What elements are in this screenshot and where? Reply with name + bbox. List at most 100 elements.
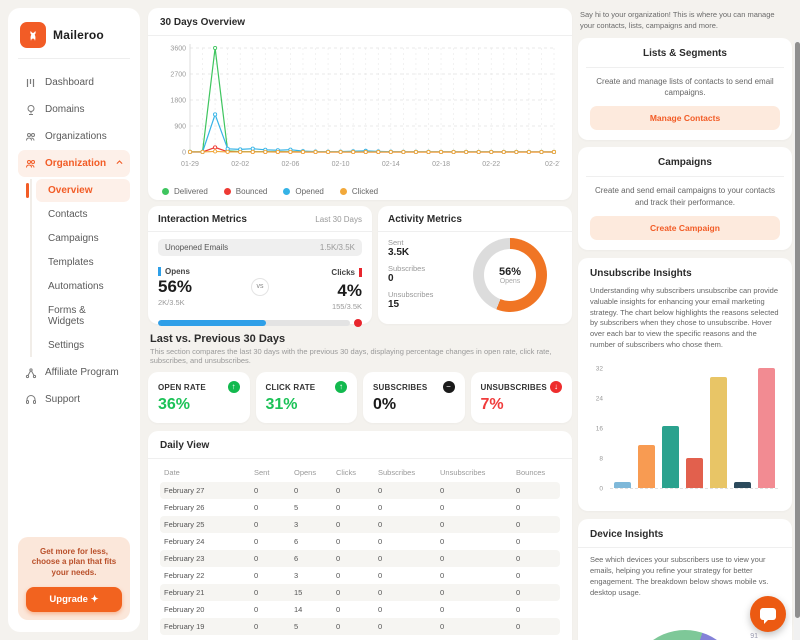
- device-insights-text: See which devices your subscribers use t…: [590, 555, 769, 597]
- table-cell: 0: [440, 486, 445, 495]
- y-tick-label: 32: [595, 365, 603, 373]
- create-campaign-button[interactable]: Create Campaign: [590, 215, 780, 240]
- svg-text:02-18: 02-18: [432, 161, 450, 168]
- opens-fraction: 2K/3.5K: [158, 297, 185, 307]
- lists-segments-card: Lists & Segments Create and manage lists…: [578, 38, 792, 141]
- table-cell: February 25: [164, 520, 205, 529]
- unsubscribe-bar[interactable]: [637, 444, 655, 488]
- opens-clicks-progress: [158, 319, 362, 327]
- unsubscribe-bar[interactable]: [733, 482, 751, 488]
- sidebar-item-contacts[interactable]: Contacts: [48, 209, 88, 220]
- svg-text:1800: 1800: [170, 98, 186, 105]
- divider: [378, 231, 572, 232]
- scrollbar-thumb[interactable]: [794, 42, 800, 618]
- comparison-stat-row: OPEN RATE ↑ 36% CLICK RATE ↑ 31% SUBSCRIBE…: [148, 372, 572, 423]
- table-row: February 22 0 3 0 0 0 0: [160, 567, 560, 584]
- table-cell: 0: [378, 588, 383, 597]
- pie: [629, 629, 741, 640]
- sent-stat: Sent 3.5K: [388, 238, 410, 258]
- unsubscribe-bar-chart: 0 8 16 24 32: [590, 361, 780, 501]
- table-cell: 0: [440, 554, 445, 563]
- activity-title: Activity Metrics: [388, 214, 462, 225]
- donut-label: Opens: [499, 277, 521, 285]
- table-cell: 5: [294, 503, 299, 512]
- sidebar-item-forms-widgets[interactable]: Forms & Widgets: [48, 305, 86, 327]
- table-cell: 0: [378, 486, 383, 495]
- table-cell: 15: [294, 588, 303, 597]
- legend-delivered[interactable]: Delivered: [162, 187, 208, 196]
- legend-clicked[interactable]: Clicked: [339, 187, 378, 196]
- table-cell: 0: [440, 622, 445, 631]
- sidebar-item-support[interactable]: Support: [18, 386, 130, 413]
- organization-intro-text: Say hi to your organization! This is whe…: [580, 10, 775, 30]
- table-cell: 0: [378, 503, 383, 512]
- y-tick-label: 16: [595, 425, 603, 433]
- manage-contacts-button[interactable]: Manage Contacts: [590, 106, 780, 131]
- divider: [148, 35, 572, 36]
- svg-text:2700: 2700: [170, 72, 186, 79]
- table-cell: February 26: [164, 503, 205, 512]
- delivered-dot-icon: [162, 188, 169, 195]
- y-tick-label: 8: [599, 455, 603, 463]
- svg-text:3600: 3600: [170, 46, 186, 53]
- sidebar-item-settings[interactable]: Settings: [48, 340, 85, 351]
- sidebar-item-overview[interactable]: Overview: [26, 179, 130, 202]
- table-row: February 19 0 5 0 0 0 0: [160, 618, 560, 635]
- table-cell: 0: [516, 503, 521, 512]
- sidebar-item-templates[interactable]: Templates: [48, 257, 94, 268]
- table-cell: February 19: [164, 622, 205, 631]
- upgrade-button[interactable]: Upgrade ✦: [26, 587, 122, 612]
- table-cell: 0: [440, 537, 445, 546]
- sidebar-item-domains[interactable]: Domains: [18, 96, 130, 123]
- table-cell: 0: [336, 554, 341, 563]
- legend-opened[interactable]: Opened: [283, 187, 324, 196]
- sidebar-item-label: Domains: [45, 104, 85, 115]
- table-row: February 23 0 6 0 0 0 0: [160, 550, 560, 567]
- table-row: February 25 0 3 0 0 0 0: [160, 516, 560, 533]
- divider: [148, 231, 372, 232]
- clicks-percent: 4%: [337, 281, 362, 300]
- bar-chart-y-axis: 0 8 16 24 32: [590, 361, 606, 492]
- unsubscribe-bar[interactable]: [685, 457, 703, 488]
- progress-fill: [158, 320, 266, 326]
- table-cell: 0: [516, 486, 521, 495]
- table-cell: 0: [378, 622, 383, 631]
- sidebar-item-automations[interactable]: Automations: [48, 281, 104, 292]
- svg-text:02-22: 02-22: [482, 161, 500, 168]
- chat-support-button[interactable]: [750, 596, 786, 632]
- sidebar-item-campaigns[interactable]: Campaigns: [48, 233, 99, 244]
- unsubscribe-bar[interactable]: [661, 425, 679, 488]
- campaigns-title: Campaigns: [658, 157, 712, 169]
- sidebar-item-organizations[interactable]: Organizations: [18, 123, 130, 150]
- trend-up-icon: ↑: [227, 381, 240, 393]
- sparkle-icon: ✦: [90, 594, 99, 605]
- sidebar-item-organization[interactable]: Organization: [18, 150, 130, 177]
- daily-view-title: Daily View: [160, 440, 210, 451]
- table-cell: 0: [294, 486, 299, 495]
- people-icon: [24, 157, 37, 170]
- table-cell: 0: [254, 503, 259, 512]
- chevron-up-icon[interactable]: [115, 158, 124, 170]
- clicks-fraction: 155/3.5K: [331, 302, 362, 311]
- opens-metric: Opens 56% 2K/3.5K: [158, 266, 251, 307]
- unsubscribe-bar[interactable]: [613, 482, 631, 488]
- overview-line-chart: 3600 2700 1800 900 0 01-29 02-02 02-06 02-10 02-1…: [170, 44, 563, 168]
- daily-view-card: Daily View Date Sent Opens Clicks Subscr…: [148, 431, 572, 640]
- device-pie-chart: 502 91: [590, 605, 780, 640]
- unsubscribes-stat: Unsubscribes 15: [388, 290, 434, 310]
- sidebar-item-affiliate-program[interactable]: Affiliate Program: [18, 359, 130, 386]
- unsubscribe-bar[interactable]: [709, 376, 727, 488]
- table-row: February 20 0 14 0 0 0 0: [160, 601, 560, 618]
- table-cell: 0: [516, 622, 521, 631]
- device-insights-title: Device Insights: [590, 529, 664, 540]
- legend-bounced[interactable]: Bounced: [223, 187, 267, 196]
- brand-header[interactable]: Maileroo: [18, 20, 130, 59]
- unsubscribe-bar[interactable]: [757, 367, 775, 488]
- table-cell: 6: [294, 537, 299, 546]
- table-cell: 0: [336, 486, 341, 495]
- table-cell: February 20: [164, 605, 205, 614]
- unopened-emails-row: Unopened Emails 1.5K/3.5K: [158, 239, 362, 256]
- sidebar-item-dashboard[interactable]: Dashboard: [18, 69, 130, 96]
- table-cell: February 23: [164, 554, 205, 563]
